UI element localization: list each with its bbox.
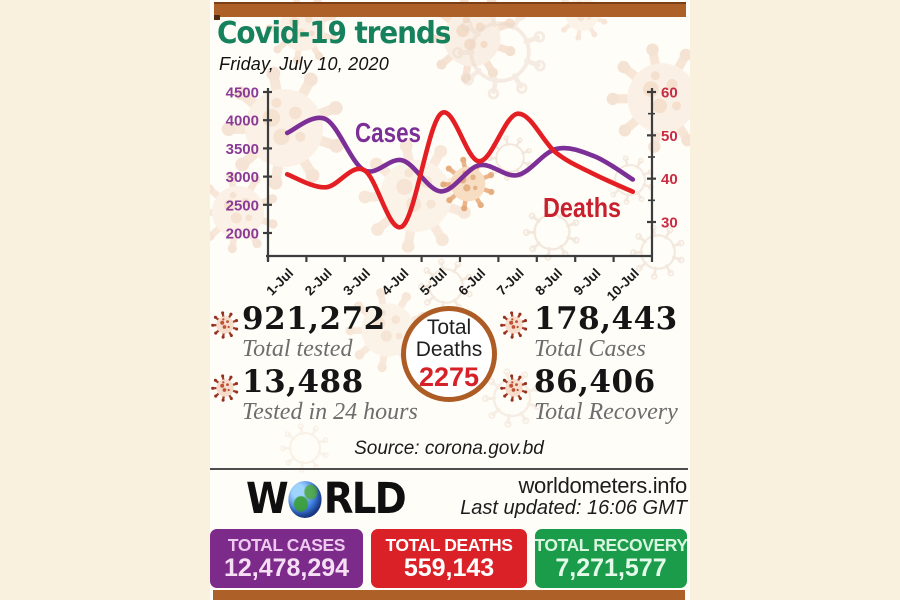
global-total-cases-box: TOTAL CASES 12,478,294 — [210, 529, 363, 588]
total-deaths-badge: Total Deaths 2275 — [401, 306, 497, 402]
global-total-deaths-label: TOTAL DEATHS — [385, 534, 513, 555]
left-axis-tick-label: 2500 — [226, 197, 259, 214]
virus-icon — [211, 311, 239, 339]
stat-total-tested-value: 921,272 — [242, 301, 386, 337]
stat-total-recovery-value: 86,406 — [534, 364, 656, 400]
right-axis-tick-label: 50 — [661, 128, 678, 145]
date-line: Friday, July 10, 2020 — [219, 54, 389, 74]
global-total-cases-label: TOTAL CASES — [227, 534, 346, 555]
trend-chart: 4500 4000 3500 3000 2500 2000 60 50 40 30 1-Jul 2-J… — [226, 85, 678, 304]
right-axis-tick-label: 60 — [661, 85, 678, 102]
global-total-recovery-box: TOTAL RECOVERY 7,271,577 — [534, 529, 688, 588]
stat-tested-24h-label: Tested in 24 hours — [242, 399, 418, 425]
bottom-accent-bar — [213, 590, 685, 600]
x-axis-tick-label: 10-Jul — [604, 266, 642, 304]
earth-globe-icon — [288, 480, 322, 518]
x-axis-tick-label: 8-Jul — [532, 266, 565, 299]
right-axis-tick-label: 30 — [661, 215, 678, 232]
brand-letter-w: W — [246, 474, 289, 524]
total-deaths-word-2: Deaths — [415, 338, 483, 362]
total-deaths-word-1: Total — [426, 315, 472, 339]
section-divider — [210, 468, 688, 470]
x-axis-tick-label: 5-Jul — [417, 266, 450, 299]
stat-total-cases-value: 178,443 — [534, 301, 678, 337]
series-line-cases — [284, 115, 636, 194]
brand-letters-rld: RLD — [323, 474, 407, 524]
global-total-deaths-value: 559,143 — [403, 553, 495, 582]
worldometers-logo: W RLD — [246, 474, 407, 524]
x-axis-tick-label: 7-Jul — [494, 266, 527, 299]
series-label-deaths: Deaths — [543, 192, 621, 223]
series-label-cases: Cases — [355, 117, 421, 148]
global-total-deaths-box: TOTAL DEATHS 559,143 — [371, 529, 527, 588]
x-axis-tick-label: 1-Jul — [263, 266, 296, 299]
virus-icon — [500, 311, 528, 339]
global-total-cases-value: 12,478,294 — [223, 553, 350, 582]
virus-icon — [211, 374, 239, 402]
total-deaths-value: 2275 — [418, 361, 480, 392]
stat-total-tested-label: Total tested — [242, 336, 353, 362]
x-axis-tick-label: 4-Jul — [379, 266, 412, 299]
x-axis-tick-label: 2-Jul — [302, 266, 335, 299]
top-accent-bar — [214, 2, 686, 17]
left-axis-tick-label: 3000 — [226, 169, 259, 186]
stat-total-cases-label: Total Cases — [534, 336, 646, 362]
stat-tested-24h-value: 13,488 — [242, 364, 364, 400]
x-axis-tick-label: 9-Jul — [571, 266, 604, 299]
bar-notch — [214, 15, 220, 20]
source-line: Source: corona.gov.bd — [354, 438, 544, 459]
page-title: Covid-19 trends — [217, 16, 451, 51]
series-line-deaths — [284, 110, 636, 230]
right-axis-tick-label: 40 — [661, 171, 678, 188]
left-axis-tick-label: 4000 — [226, 113, 259, 130]
virus-icon — [500, 374, 528, 402]
left-axis-tick-label: 4500 — [226, 85, 259, 102]
global-total-recovery-value: 7,271,577 — [555, 553, 667, 582]
last-updated: Last updated: 16:06 GMT — [460, 497, 687, 519]
stat-total-recovery-label: Total Recovery — [534, 399, 678, 425]
left-axis-tick-label: 2000 — [226, 226, 259, 243]
worldometers-site: worldometers.info — [518, 473, 687, 498]
infographic-panel: Covid-19 trends Friday, July 10, 2020 45… — [210, 0, 690, 600]
left-axis-tick-label: 3500 — [226, 141, 259, 158]
x-axis-tick-label: 6-Jul — [455, 266, 488, 299]
global-total-recovery-label: TOTAL RECOVERY — [534, 534, 688, 555]
x-axis-tick-label: 3-Jul — [340, 266, 373, 299]
